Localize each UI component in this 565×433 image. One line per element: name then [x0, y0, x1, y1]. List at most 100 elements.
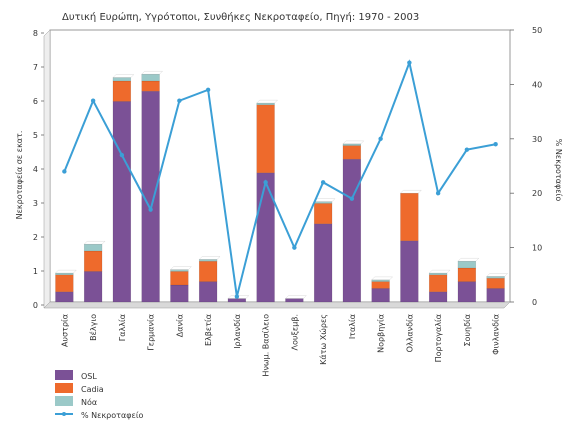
legend-line-marker — [62, 412, 66, 416]
line-point-8 — [292, 245, 297, 250]
chart-title: Δυτική Ευρώπη, Υγρότοποι, Συνθήκες Νεκρο… — [62, 11, 419, 23]
y2-tick-label-0: 0 — [532, 298, 537, 307]
line-point-10 — [349, 196, 355, 201]
bar-segment-osl-5 — [198, 281, 218, 303]
y-tick-label-2: 2 — [33, 233, 38, 242]
bar-top-10 — [342, 140, 365, 145]
y2-tick-label-2: 20 — [532, 189, 542, 198]
y-tick-label-3: 3 — [33, 199, 38, 208]
bar-segment-cadia-15 — [486, 277, 505, 289]
bar-segment-cadia-0 — [55, 274, 74, 293]
bar-top-2 — [112, 74, 135, 78]
bar-segment-nόα-1 — [83, 243, 103, 252]
bar-segment-cadia-14 — [457, 267, 477, 282]
bar-segment-cadia-4 — [170, 271, 189, 286]
bar-segment-osl-14 — [457, 281, 477, 303]
line-point-7 — [263, 180, 268, 185]
y-tick-label-1: 1 — [33, 267, 38, 276]
bar-top-15 — [486, 273, 509, 277]
y-tick-label-5: 5 — [33, 131, 38, 140]
bar-top-7 — [256, 99, 279, 104]
bar-segment-nόα-3 — [141, 73, 160, 82]
bar-segment-osl-11 — [371, 288, 390, 303]
legend-swatch-2 — [55, 396, 73, 406]
y2-tick-label-5: 50 — [532, 26, 542, 35]
bar-segment-nόα-7 — [256, 102, 275, 106]
line-point-14 — [464, 147, 470, 152]
bar-segment-cadia-11 — [371, 281, 390, 289]
bar-top-5 — [198, 256, 221, 260]
x-tick-label-7: Ηνωμ. Βασίλειο — [262, 314, 271, 377]
x-tick-label-15: Φινλανδία — [492, 314, 501, 355]
x-tick-label-8: Λουξεμβ. — [290, 314, 299, 351]
x-tick-label-12: Ολλανδία — [405, 314, 414, 352]
bar-segment-nόα-14 — [457, 260, 477, 269]
bar-top-11 — [371, 276, 394, 281]
bar-top-12 — [399, 189, 422, 194]
y-tick-label-7: 7 — [33, 63, 38, 72]
legend-swatch-0 — [55, 370, 73, 380]
bar-segment-nόα-15 — [486, 276, 505, 279]
bar-segment-cadia-5 — [198, 260, 218, 282]
bar-segment-cadia-9 — [313, 203, 333, 225]
bar-top-14 — [457, 257, 480, 262]
bar-segment-osl-4 — [170, 284, 189, 303]
x-tick-label-5: Ελβετία — [204, 314, 213, 346]
bar-segment-osl-1 — [83, 271, 103, 303]
line-point-6 — [234, 294, 240, 299]
bar-segment-cadia-2 — [112, 80, 132, 102]
bar-top-8 — [284, 295, 307, 299]
y-tick-label-6: 6 — [33, 97, 38, 106]
line-series-path — [63, 59, 496, 297]
line-point-1 — [90, 98, 96, 103]
legend-swatch-1 — [55, 383, 73, 393]
bar-segment-nόα-10 — [342, 143, 362, 146]
bar-segment-osl-6 — [227, 298, 247, 303]
bar-segment-osl-2 — [112, 101, 132, 303]
x-tick-label-3: Γερμανία — [147, 314, 156, 351]
y2-tick-label-4: 40 — [532, 80, 542, 89]
bar-segment-cadia-10 — [342, 145, 362, 160]
y2-tick-label-3: 30 — [532, 135, 542, 144]
axes: 0 1 2 3 4 5 6 7 8 0 10 20 30 40 50 Αυστρία Βέλγιο Γαλλία Γ… — [33, 26, 542, 377]
bar-top-0 — [54, 269, 77, 274]
line-point-0 — [62, 169, 67, 174]
bar-top-1 — [83, 240, 106, 245]
y-tick-label-4: 4 — [33, 165, 38, 174]
bar-segment-cadia-7 — [256, 104, 275, 174]
bar-segment-osl-8 — [285, 298, 304, 303]
line-point-13 — [435, 191, 441, 196]
plot-side-wall — [43, 29, 51, 309]
x-tick-label-1: Βέλγιο — [88, 314, 98, 341]
bar-segment-osl-15 — [486, 288, 505, 303]
bar-segment-osl-0 — [55, 291, 74, 303]
x-tick-label-2: Γαλλία — [118, 314, 127, 341]
line-point-9 — [320, 180, 326, 185]
plot-floor — [43, 301, 511, 309]
bar-segment-osl-9 — [313, 223, 333, 303]
line-point-11 — [378, 136, 383, 141]
y-tick-label-0: 0 — [33, 301, 38, 310]
x-tick-label-0: Αυστρία — [60, 314, 69, 347]
bar-top-13 — [428, 269, 451, 274]
bar-segment-osl-13 — [428, 291, 448, 303]
bar-segment-nόα-0 — [55, 272, 74, 276]
legend-label-line: % Νεκροταφείο — [81, 411, 144, 420]
line-point-4 — [177, 98, 182, 103]
bar-segment-nόα-9 — [313, 201, 333, 204]
legend-label-2: Nόα — [81, 397, 97, 407]
bar-segment-cadia-13 — [428, 274, 448, 293]
bar-top-3 — [141, 70, 164, 75]
bar-segment-cadia-12 — [400, 192, 419, 242]
bar-top-4 — [169, 266, 192, 270]
bar-segment-nόα-4 — [170, 269, 189, 272]
bar-segment-nόα-5 — [198, 259, 218, 262]
bar-segment-osl-7 — [256, 172, 275, 303]
legend-label-1: Cadia — [81, 385, 104, 394]
x-tick-label-13: Πορτογαλία — [434, 314, 443, 362]
x-tick-label-14: Σουηδία — [463, 314, 472, 347]
x-tick-label-9: Κάτω Χώρες — [318, 314, 328, 365]
y-axis-title: Νεκροταφεία σε εκατ. — [15, 131, 24, 220]
bar-segment-osl-12 — [400, 240, 419, 303]
line-series — [62, 59, 498, 299]
